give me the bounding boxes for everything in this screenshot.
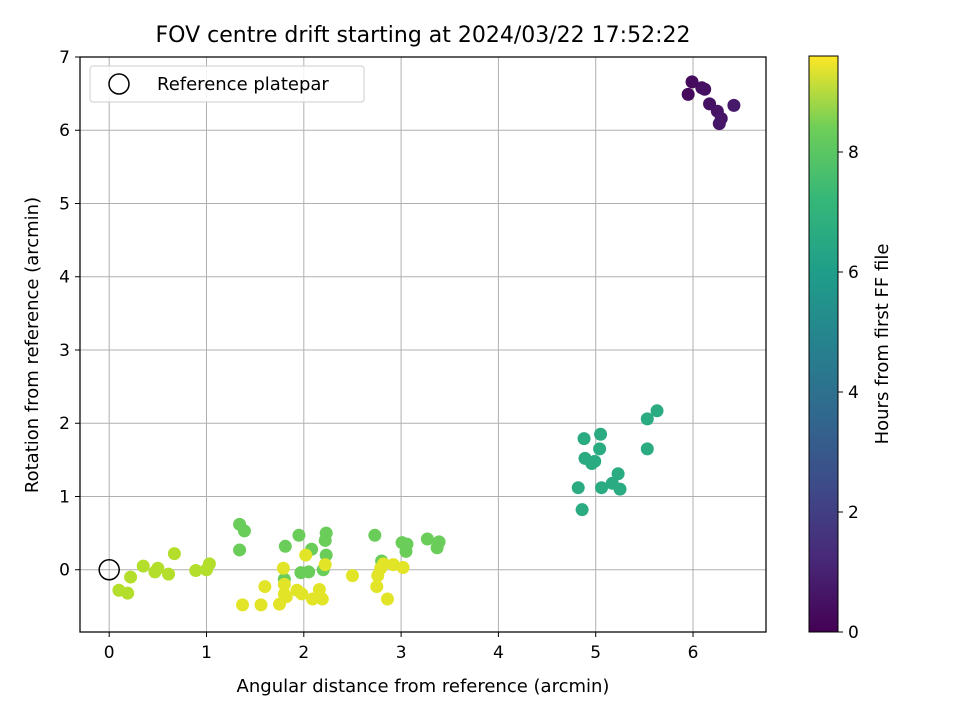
colorbar-tick-label: 0: [848, 623, 859, 643]
data-point: [319, 548, 333, 562]
chart-title: FOV centre drift starting at 2024/03/22 …: [156, 23, 691, 48]
x-tick-label: 2: [298, 643, 309, 663]
data-point: [202, 557, 216, 571]
y-tick-label: 1: [59, 487, 70, 507]
data-point: [136, 559, 150, 573]
data-point: [315, 592, 329, 606]
data-point: [370, 580, 384, 594]
data-point: [167, 547, 181, 561]
x-tick-label: 0: [104, 643, 115, 663]
data-point: [294, 566, 308, 580]
colorbar-ticks: 0 2 4 6 8: [838, 143, 859, 643]
data-point: [594, 427, 608, 441]
colorbar-tick-label: 4: [848, 383, 859, 403]
x-axis-label: Angular distance from reference (arcmin): [237, 676, 610, 697]
y-tick-label: 5: [59, 194, 70, 214]
data-point: [189, 563, 203, 577]
data-point: [121, 586, 135, 600]
data-point: [577, 432, 591, 446]
data-point: [640, 412, 654, 426]
data-point: [681, 87, 695, 101]
data-point: [396, 561, 410, 575]
legend-box: [89, 65, 365, 103]
colorbar-tick-label: 8: [848, 143, 859, 163]
data-point: [292, 528, 306, 542]
data-point: [162, 567, 176, 581]
data-point: [151, 561, 165, 575]
y-axis-ticks: 0 1 2 3 4 5 6 7: [59, 48, 80, 581]
data-point: [278, 539, 292, 553]
x-tick-label: 4: [493, 643, 504, 663]
data-point: [420, 532, 434, 546]
reference-marker-group: [98, 558, 120, 581]
data-point: [277, 577, 291, 591]
legend-entry-reference: Reference platepar: [157, 74, 329, 95]
y-tick-label: 4: [59, 268, 70, 288]
data-point: [380, 592, 394, 606]
y-tick-label: 2: [59, 414, 70, 434]
data-point: [595, 481, 609, 495]
data-point: [318, 558, 332, 572]
data-point: [432, 535, 446, 549]
data-point: [698, 82, 712, 96]
data-point: [279, 590, 293, 604]
data-points: [112, 75, 741, 612]
grid-lines: [80, 56, 766, 632]
data-point: [295, 587, 309, 601]
data-point: [306, 592, 320, 606]
data-point: [319, 526, 333, 540]
colorbar: 0 2 4 6 8 Hours from first FF file: [808, 55, 893, 643]
reference-platepar-marker: [98, 558, 120, 581]
data-point: [727, 98, 741, 112]
data-point: [233, 543, 247, 557]
plot-frame: [79, 56, 767, 633]
y-axis-label: Rotation from reference (arcmin): [22, 197, 43, 493]
data-point: [345, 569, 359, 583]
y-tick-label: 0: [59, 561, 70, 581]
data-point: [299, 548, 313, 562]
data-point: [712, 117, 726, 131]
data-point: [593, 442, 607, 456]
legend-marker-icon: [108, 73, 130, 95]
x-tick-label: 6: [688, 643, 699, 663]
data-point: [611, 467, 625, 481]
x-tick-label: 3: [396, 643, 407, 663]
y-tick-label: 7: [59, 48, 70, 68]
colorbar-label: Hours from first FF file: [872, 244, 893, 445]
data-point: [124, 570, 138, 584]
data-point: [571, 481, 585, 495]
data-point: [685, 75, 699, 89]
data-point: [575, 503, 589, 517]
colorbar-tick-label: 2: [848, 503, 859, 523]
data-point: [237, 524, 251, 538]
x-tick-label: 5: [590, 643, 601, 663]
data-point: [640, 442, 654, 456]
data-point: [377, 557, 391, 571]
colorbar-gradient: [808, 55, 839, 633]
data-point: [368, 528, 382, 542]
data-point: [254, 598, 268, 612]
x-tick-label: 1: [201, 643, 212, 663]
colorbar-tick-label: 6: [848, 263, 859, 283]
data-point: [258, 580, 272, 594]
x-axis-ticks: 0 1 2 3 4 5 6: [104, 632, 699, 663]
data-point: [276, 561, 290, 575]
data-point: [613, 482, 627, 496]
data-point: [588, 454, 602, 468]
y-tick-label: 3: [59, 341, 70, 361]
y-tick-label: 6: [59, 121, 70, 141]
data-point: [235, 598, 249, 612]
data-point: [650, 404, 664, 418]
legend: Reference platepar: [89, 65, 365, 103]
data-point: [399, 544, 413, 558]
